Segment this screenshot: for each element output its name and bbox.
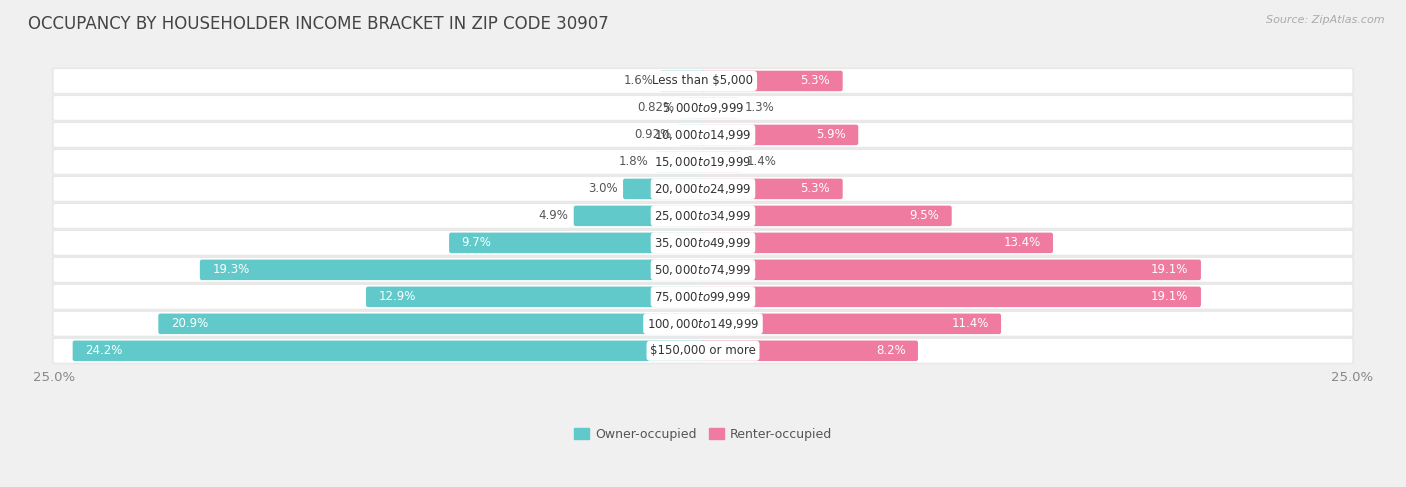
- FancyBboxPatch shape: [52, 203, 1354, 229]
- FancyBboxPatch shape: [52, 68, 1354, 94]
- FancyBboxPatch shape: [702, 260, 1201, 280]
- FancyBboxPatch shape: [702, 151, 741, 172]
- Text: Less than $5,000: Less than $5,000: [652, 75, 754, 88]
- FancyBboxPatch shape: [52, 310, 1354, 337]
- Text: 3.0%: 3.0%: [588, 183, 617, 195]
- Text: $20,000 to $24,999: $20,000 to $24,999: [654, 182, 752, 196]
- FancyBboxPatch shape: [53, 231, 1353, 255]
- FancyBboxPatch shape: [53, 204, 1353, 228]
- FancyBboxPatch shape: [53, 258, 1353, 281]
- FancyBboxPatch shape: [702, 340, 918, 361]
- Text: 19.1%: 19.1%: [1152, 290, 1188, 303]
- FancyBboxPatch shape: [702, 233, 1053, 253]
- FancyBboxPatch shape: [53, 285, 1353, 309]
- FancyBboxPatch shape: [53, 69, 1353, 93]
- Text: 19.1%: 19.1%: [1152, 263, 1188, 276]
- Text: OCCUPANCY BY HOUSEHOLDER INCOME BRACKET IN ZIP CODE 30907: OCCUPANCY BY HOUSEHOLDER INCOME BRACKET …: [28, 15, 609, 33]
- FancyBboxPatch shape: [702, 206, 952, 226]
- FancyBboxPatch shape: [449, 233, 704, 253]
- FancyBboxPatch shape: [366, 286, 704, 307]
- Text: 19.3%: 19.3%: [212, 263, 249, 276]
- FancyBboxPatch shape: [73, 340, 704, 361]
- Text: 0.82%: 0.82%: [637, 101, 673, 114]
- Text: 9.7%: 9.7%: [461, 236, 492, 249]
- Text: $5,000 to $9,999: $5,000 to $9,999: [662, 101, 744, 115]
- FancyBboxPatch shape: [654, 151, 704, 172]
- FancyBboxPatch shape: [52, 121, 1354, 149]
- FancyBboxPatch shape: [52, 175, 1354, 203]
- FancyBboxPatch shape: [52, 337, 1354, 364]
- Text: 5.9%: 5.9%: [815, 129, 846, 141]
- Text: 11.4%: 11.4%: [952, 318, 988, 330]
- FancyBboxPatch shape: [574, 206, 704, 226]
- FancyBboxPatch shape: [53, 96, 1353, 120]
- FancyBboxPatch shape: [159, 314, 704, 334]
- Text: $100,000 to $149,999: $100,000 to $149,999: [647, 317, 759, 331]
- Text: $150,000 or more: $150,000 or more: [650, 344, 756, 357]
- FancyBboxPatch shape: [623, 179, 704, 199]
- FancyBboxPatch shape: [679, 98, 704, 118]
- FancyBboxPatch shape: [52, 283, 1354, 310]
- Text: $35,000 to $49,999: $35,000 to $49,999: [654, 236, 752, 250]
- Text: 25.0%: 25.0%: [1331, 371, 1374, 384]
- Text: $10,000 to $14,999: $10,000 to $14,999: [654, 128, 752, 142]
- FancyBboxPatch shape: [53, 339, 1353, 363]
- Text: 1.4%: 1.4%: [747, 155, 778, 169]
- Text: 5.3%: 5.3%: [800, 75, 830, 88]
- Text: $50,000 to $74,999: $50,000 to $74,999: [654, 263, 752, 277]
- FancyBboxPatch shape: [53, 312, 1353, 336]
- FancyBboxPatch shape: [52, 256, 1354, 283]
- Text: 0.92%: 0.92%: [634, 129, 671, 141]
- Text: 12.9%: 12.9%: [378, 290, 416, 303]
- FancyBboxPatch shape: [702, 98, 738, 118]
- FancyBboxPatch shape: [52, 229, 1354, 256]
- Text: Source: ZipAtlas.com: Source: ZipAtlas.com: [1267, 15, 1385, 25]
- FancyBboxPatch shape: [702, 286, 1201, 307]
- Text: 1.8%: 1.8%: [619, 155, 648, 169]
- Text: 20.9%: 20.9%: [170, 318, 208, 330]
- FancyBboxPatch shape: [702, 314, 1001, 334]
- FancyBboxPatch shape: [702, 179, 842, 199]
- FancyBboxPatch shape: [702, 125, 858, 145]
- Text: $75,000 to $99,999: $75,000 to $99,999: [654, 290, 752, 304]
- Text: 24.2%: 24.2%: [86, 344, 122, 357]
- FancyBboxPatch shape: [52, 94, 1354, 121]
- Text: $15,000 to $19,999: $15,000 to $19,999: [654, 155, 752, 169]
- Text: 25.0%: 25.0%: [32, 371, 75, 384]
- Text: 1.3%: 1.3%: [745, 101, 775, 114]
- FancyBboxPatch shape: [702, 71, 842, 91]
- FancyBboxPatch shape: [52, 149, 1354, 175]
- Text: 8.2%: 8.2%: [876, 344, 905, 357]
- FancyBboxPatch shape: [659, 71, 704, 91]
- Text: 1.6%: 1.6%: [624, 75, 654, 88]
- Text: $25,000 to $34,999: $25,000 to $34,999: [654, 209, 752, 223]
- FancyBboxPatch shape: [200, 260, 704, 280]
- Text: 4.9%: 4.9%: [538, 209, 568, 223]
- FancyBboxPatch shape: [53, 177, 1353, 201]
- FancyBboxPatch shape: [53, 123, 1353, 147]
- Text: 9.5%: 9.5%: [910, 209, 939, 223]
- FancyBboxPatch shape: [678, 125, 704, 145]
- Text: 5.3%: 5.3%: [800, 183, 830, 195]
- FancyBboxPatch shape: [53, 150, 1353, 174]
- Legend: Owner-occupied, Renter-occupied: Owner-occupied, Renter-occupied: [568, 423, 838, 446]
- Text: 13.4%: 13.4%: [1004, 236, 1040, 249]
